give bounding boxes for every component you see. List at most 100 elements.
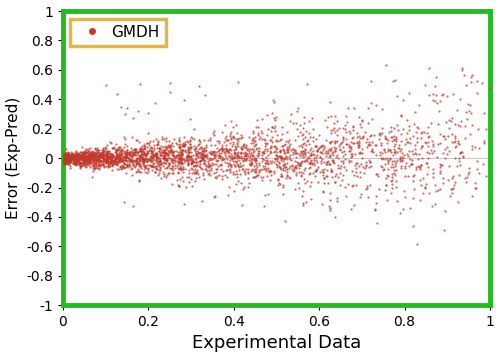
Point [113, 154, 121, 160]
Point [102, 149, 110, 155]
Point [173, 153, 181, 158]
Point [180, 144, 188, 149]
Point [113, 163, 121, 168]
Point [172, 154, 179, 160]
Point [354, 142, 362, 148]
Point [148, 164, 156, 169]
Point [441, 147, 449, 153]
Point [124, 165, 132, 170]
Point [93, 150, 101, 156]
Point [450, 139, 458, 145]
Point [200, 153, 208, 159]
Point [305, 155, 313, 161]
Point [72, 156, 80, 162]
Point [262, 160, 270, 166]
Point [238, 166, 246, 171]
Point [155, 148, 163, 154]
Point [196, 153, 204, 158]
Point [123, 159, 131, 164]
Point [76, 152, 84, 158]
Point [139, 155, 147, 161]
Point [388, 177, 396, 183]
Point [78, 154, 86, 160]
Point [94, 155, 102, 161]
Point [180, 144, 188, 149]
Point [194, 153, 202, 159]
Point [412, 129, 420, 135]
Point [82, 160, 90, 166]
Point [90, 163, 98, 169]
Point [378, 155, 386, 161]
Point [342, 141, 350, 146]
Point [300, 120, 308, 126]
Point [422, 160, 430, 166]
Point [234, 79, 241, 85]
Point [89, 165, 97, 170]
Point [84, 156, 92, 162]
Point [348, 140, 356, 145]
Point [60, 158, 68, 164]
Point [386, 155, 394, 161]
Point [139, 155, 147, 161]
Point [80, 153, 88, 159]
Point [110, 154, 118, 159]
Point [252, 157, 260, 163]
Point [462, 179, 470, 185]
Point [390, 167, 398, 173]
Point [113, 146, 121, 151]
Point [429, 174, 437, 180]
Point [81, 158, 89, 164]
Point [175, 135, 183, 141]
Point [352, 182, 360, 188]
Point [168, 158, 176, 164]
Point [68, 157, 76, 163]
Point [64, 156, 72, 162]
Point [88, 150, 96, 156]
Point [96, 150, 104, 155]
Point [177, 149, 185, 155]
Point [88, 160, 96, 165]
Point [164, 147, 172, 153]
Point [268, 111, 276, 116]
Point [95, 153, 103, 159]
Point [300, 168, 308, 173]
Point [156, 164, 164, 170]
Point [61, 160, 69, 165]
Point [260, 140, 268, 146]
Point [238, 151, 246, 156]
Point [276, 148, 284, 154]
Point [309, 170, 317, 176]
Point [262, 166, 270, 172]
Point [180, 159, 188, 165]
Point [66, 152, 74, 158]
Point [108, 140, 116, 146]
Point [356, 169, 364, 175]
Point [123, 162, 131, 168]
Point [120, 165, 128, 171]
Point [90, 161, 98, 166]
Point [402, 136, 409, 142]
Point [407, 161, 415, 167]
Point [116, 151, 124, 157]
Point [64, 151, 72, 157]
Point [384, 158, 392, 164]
Point [236, 135, 244, 141]
Point [415, 164, 423, 170]
Point [73, 158, 81, 164]
Point [342, 193, 350, 199]
Point [352, 165, 360, 171]
Point [220, 156, 228, 161]
Point [78, 159, 86, 165]
Point [362, 159, 370, 164]
Point [260, 137, 268, 143]
Point [132, 137, 140, 143]
Point [162, 150, 170, 156]
Point [306, 197, 314, 202]
Point [228, 147, 235, 153]
Point [401, 174, 409, 179]
Point [290, 146, 298, 152]
Point [298, 170, 306, 176]
Point [84, 152, 92, 158]
Point [436, 98, 444, 104]
Point [136, 153, 144, 159]
